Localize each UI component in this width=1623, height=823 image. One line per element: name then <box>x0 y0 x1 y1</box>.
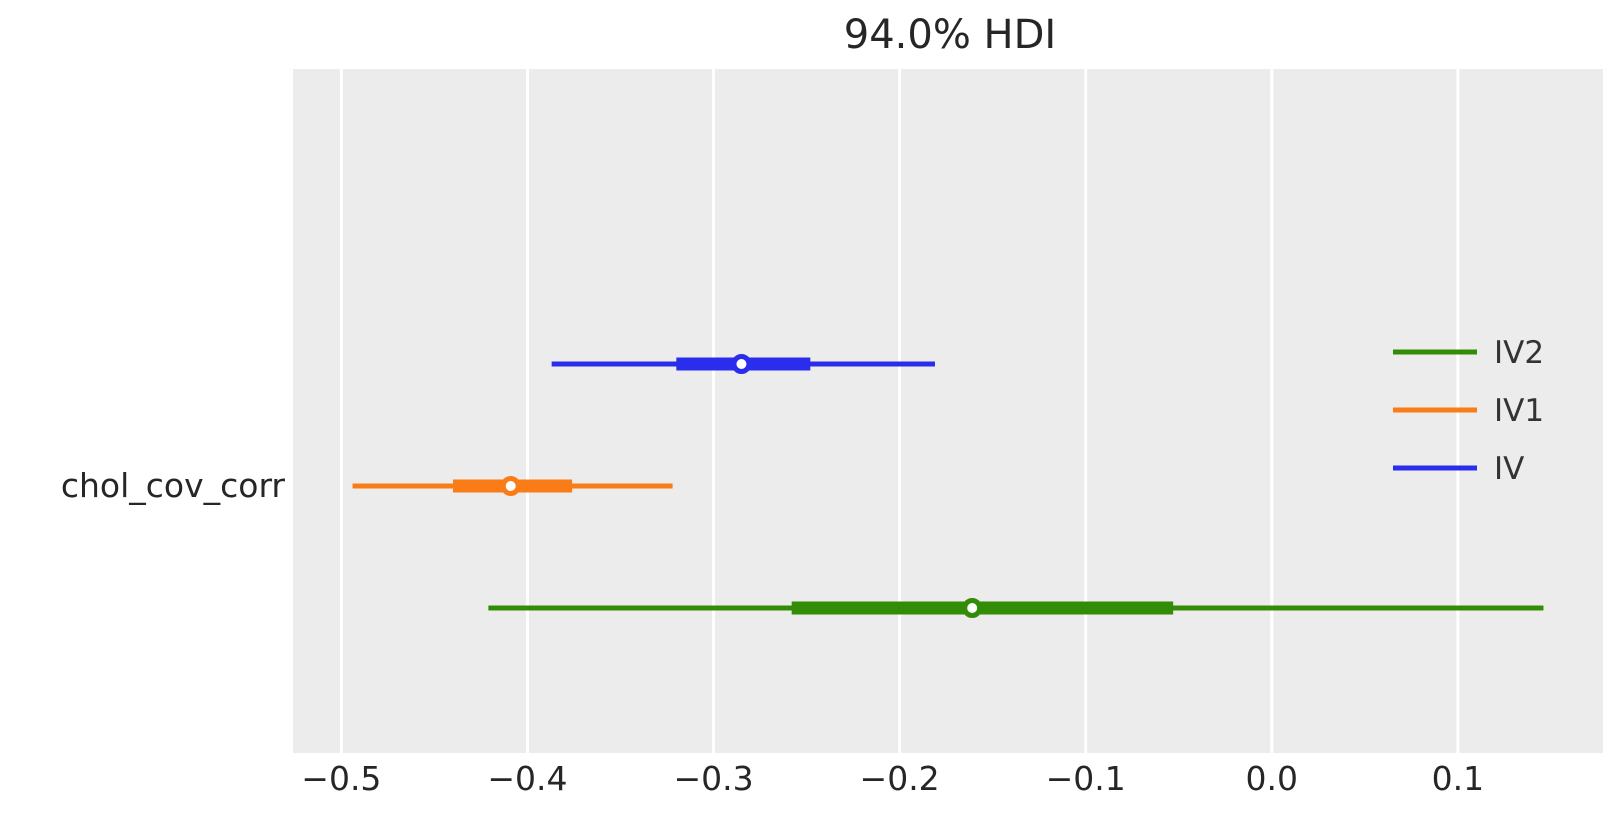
x-tick-label: 0.0 <box>1246 759 1298 798</box>
y-axis-row-label: chol_cov_corr <box>61 466 286 505</box>
x-tick-label: −0.4 <box>487 759 567 798</box>
median-marker-IV2 <box>962 598 983 618</box>
legend-label-IV: IV <box>1494 451 1524 487</box>
median-marker-IV1 <box>500 476 521 496</box>
x-tick-label: −0.5 <box>301 759 381 798</box>
x-tick-label: −0.3 <box>673 759 753 798</box>
plot-area-background <box>293 69 1603 753</box>
chart-title: 94.0% HDI <box>844 12 1056 58</box>
x-tick-label: −0.2 <box>860 759 940 798</box>
x-tick-label: 0.1 <box>1432 759 1484 798</box>
x-tick-label: −0.1 <box>1046 759 1126 798</box>
legend-label-IV2: IV2 <box>1494 335 1544 371</box>
legend-label-IV1: IV1 <box>1494 393 1544 429</box>
median-marker-IV <box>731 354 752 374</box>
